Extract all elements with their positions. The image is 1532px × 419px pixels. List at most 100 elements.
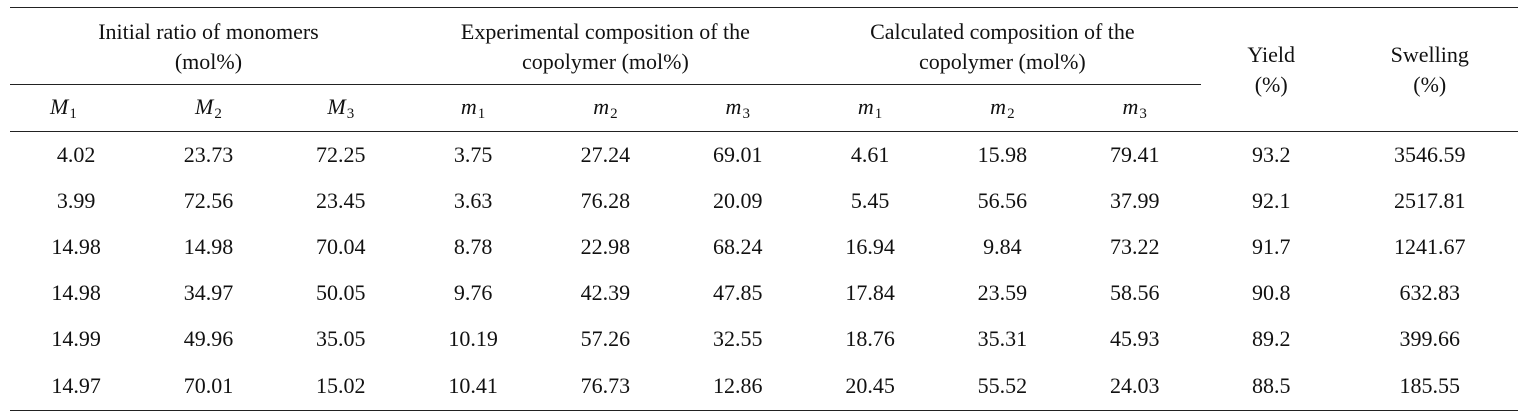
table-cell: 399.66 bbox=[1399, 326, 1461, 351]
subheader-variable: M bbox=[195, 93, 214, 119]
subheader-variable: m bbox=[725, 93, 742, 119]
table-cell: 14.98 bbox=[51, 234, 101, 259]
table-cell: 56.56 bbox=[977, 188, 1028, 213]
subheader-cell: m3 bbox=[671, 84, 804, 132]
table-cell: 45.93 bbox=[1109, 326, 1160, 351]
subheader-subscript: 3 bbox=[346, 105, 355, 122]
subheader-cell: M2 bbox=[142, 84, 275, 132]
table-cell: 185.55 bbox=[1341, 362, 1518, 411]
header-row-groups: Initial ratio of monomers (mol%) Experim… bbox=[10, 7, 1518, 132]
table-cell: 20.45 bbox=[803, 362, 937, 411]
table-cell: 58.56 bbox=[1109, 280, 1160, 305]
table-row: 14.98 34.97 50.05 9.76 42.39 47.85 17.84 23.59 5… bbox=[10, 270, 1518, 316]
table-cell: 79.41 bbox=[1109, 142, 1160, 167]
table-cell: 91.7 bbox=[1251, 234, 1291, 259]
subheader-subscript: 3 bbox=[1139, 105, 1147, 122]
subheader-cell: m1 bbox=[803, 84, 937, 132]
table-cell: 632.83 bbox=[1399, 280, 1461, 305]
group-header-line: copolymer (mol%) bbox=[522, 49, 689, 74]
table-body: 4.02 23.73 72.25 3.75 27.24 69.01 4.61 15.98 79.… bbox=[10, 132, 1518, 411]
table-cell: 3.75 bbox=[453, 142, 493, 167]
table-cell: 72.56 bbox=[183, 188, 234, 213]
table-cell: 55.52 bbox=[936, 362, 1069, 411]
group-header-line: Calculated composition of the bbox=[870, 19, 1135, 44]
table-cell: 14.98 bbox=[183, 234, 234, 259]
subheader-variable: M bbox=[327, 93, 346, 119]
table-row: 14.97 70.01 15.02 10.41 76.73 12.86 20.45 55.52… bbox=[10, 362, 1518, 411]
table-cell: 4.61 bbox=[850, 142, 890, 167]
table-cell: 76.28 bbox=[580, 188, 631, 213]
table-cell: 47.85 bbox=[712, 280, 763, 305]
table-cell: 23.59 bbox=[977, 280, 1028, 305]
table-cell: 18.76 bbox=[845, 326, 895, 351]
table-cell: 9.76 bbox=[453, 280, 493, 305]
subheader-subscript: 1 bbox=[69, 105, 77, 122]
group-header-line: Initial ratio of monomers bbox=[98, 19, 319, 44]
subheader-variable: m bbox=[593, 93, 610, 119]
table-cell: 14.97 bbox=[10, 362, 143, 411]
table-cell: 8.78 bbox=[453, 234, 493, 259]
table-cell: 24.03 bbox=[1068, 362, 1201, 411]
table-row: 14.98 14.98 70.04 8.78 22.98 68.24 16.94 9.84 73… bbox=[10, 224, 1518, 270]
table-cell: 9.84 bbox=[983, 234, 1022, 259]
subheader-subscript: 1 bbox=[477, 105, 486, 122]
table-cell: 70.01 bbox=[142, 362, 275, 411]
data-table: Initial ratio of monomers (mol%) Experim… bbox=[10, 7, 1518, 411]
table-cell: 23.45 bbox=[316, 188, 366, 213]
header-yield: Yield (%) bbox=[1200, 7, 1342, 132]
table-cell: 2517.81 bbox=[1394, 188, 1466, 213]
header-row-variables: M1 M2 M3 m1 m2 m3 m1 m2 m3 bbox=[10, 84, 1518, 132]
table-cell: 32.55 bbox=[712, 326, 763, 351]
table-cell: 70.04 bbox=[316, 234, 366, 259]
table-cell: 10.19 bbox=[448, 326, 498, 351]
table-cell: 3.99 bbox=[56, 188, 96, 213]
table-cell: 69.01 bbox=[712, 142, 763, 167]
table-cell: 68.24 bbox=[712, 234, 763, 259]
table-cell: 5.45 bbox=[850, 188, 890, 213]
table-row: 4.02 23.73 72.25 3.75 27.24 69.01 4.61 15.98 79.… bbox=[10, 132, 1518, 179]
group-header-line: Experimental composition of the bbox=[460, 19, 750, 44]
table-cell: 35.31 bbox=[977, 326, 1028, 351]
subheader-cell: M1 bbox=[10, 84, 143, 132]
table-cell: 20.09 bbox=[712, 188, 763, 213]
header-swelling-unit: (%) bbox=[1413, 71, 1447, 97]
subheader-cell: m2 bbox=[936, 84, 1069, 132]
table-cell: 42.39 bbox=[580, 280, 631, 305]
table-cell: 15.98 bbox=[977, 142, 1028, 167]
subheader-cell: m1 bbox=[406, 84, 540, 132]
subheader-variable: M bbox=[50, 93, 69, 119]
subheader-cell: M3 bbox=[274, 84, 407, 132]
table-cell: 17.84 bbox=[845, 280, 895, 305]
header-swelling-line: Swelling bbox=[1390, 41, 1469, 67]
group-header-line: copolymer (mol%) bbox=[918, 49, 1086, 74]
header-swelling: Swelling (%) bbox=[1341, 7, 1518, 132]
subheader-variable: m bbox=[857, 93, 874, 119]
table-cell: 89.2 bbox=[1251, 326, 1291, 351]
table-cell: 3.63 bbox=[453, 188, 493, 213]
table-cell: 88.5 bbox=[1200, 362, 1342, 411]
table-row: 14.99 49.96 35.05 10.19 57.26 32.55 18.76 35.31… bbox=[10, 316, 1518, 362]
table-cell: 22.98 bbox=[580, 234, 631, 259]
table-cell: 34.97 bbox=[183, 280, 234, 305]
group-header-experimental: Experimental composition of the copolyme… bbox=[406, 7, 804, 85]
subheader-variable: m bbox=[460, 93, 477, 119]
subheader-cell: m2 bbox=[539, 84, 672, 132]
table-cell: 72.25 bbox=[316, 142, 366, 167]
subheader-subscript: 2 bbox=[610, 105, 618, 122]
table-cell: 57.26 bbox=[580, 326, 631, 351]
table-cell: 12.86 bbox=[671, 362, 804, 411]
table-cell: 50.05 bbox=[316, 280, 366, 305]
table-cell: 27.24 bbox=[580, 142, 631, 167]
subheader-cell: m3 bbox=[1068, 84, 1201, 132]
table-row: 3.99 72.56 23.45 3.63 76.28 20.09 5.45 56.56 37.… bbox=[10, 178, 1518, 224]
table-cell: 23.73 bbox=[183, 142, 234, 167]
table-cell: 35.05 bbox=[316, 326, 366, 351]
header-yield-line: Yield bbox=[1247, 41, 1296, 67]
group-header-initial-ratio: Initial ratio of monomers (mol%) bbox=[10, 7, 407, 85]
table-cell: 1241.67 bbox=[1394, 234, 1466, 259]
subheader-subscript: 1 bbox=[874, 105, 883, 122]
table-cell: 15.02 bbox=[274, 362, 407, 411]
table-cell: 37.99 bbox=[1109, 188, 1160, 213]
subheader-subscript: 3 bbox=[742, 105, 750, 122]
